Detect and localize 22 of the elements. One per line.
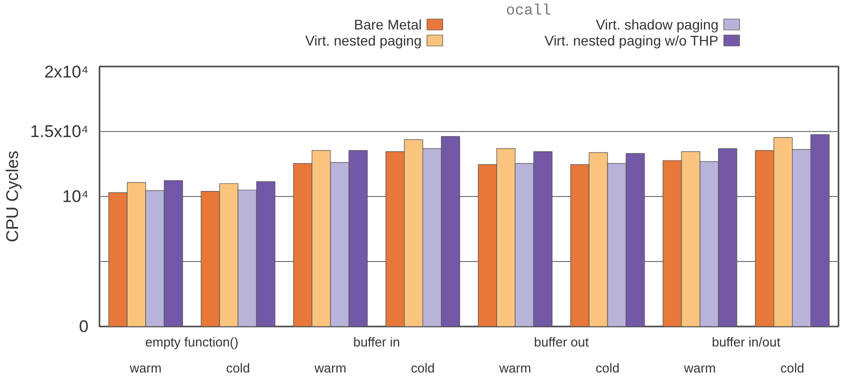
legend-label: Virt. nested paging [305,32,422,48]
x-tick-label: warm [314,360,346,376]
x-tick-label: cold [226,360,250,376]
text: buffer in/out [712,334,781,350]
x-tick-label: cold [410,360,435,376]
y-tick-label: 10⁴ [62,187,89,206]
y-tick-label: 2x10⁴ [44,62,89,82]
text: empty function() [145,334,238,350]
legend-label: Virt. shadow paging [596,16,719,32]
x-tick-label: warm [683,360,716,376]
y-tick-label: 0 [79,317,89,336]
x-tick-label: warm [128,360,162,376]
chart-title: ocall [506,2,552,20]
legend-label: Bare Metal [354,16,422,32]
x-tick-label: cold [780,360,804,376]
y-axis-title: CPU Cycles [3,150,22,242]
x-tick-label: warm [498,360,532,376]
text: buffer out [534,334,590,350]
text: buffer in [353,334,400,350]
y-tick-label: 1.5x10⁴ [30,122,89,141]
x-tick-label: cold [596,360,620,376]
legend-label: Virt. nested paging w/o THP [544,32,718,48]
